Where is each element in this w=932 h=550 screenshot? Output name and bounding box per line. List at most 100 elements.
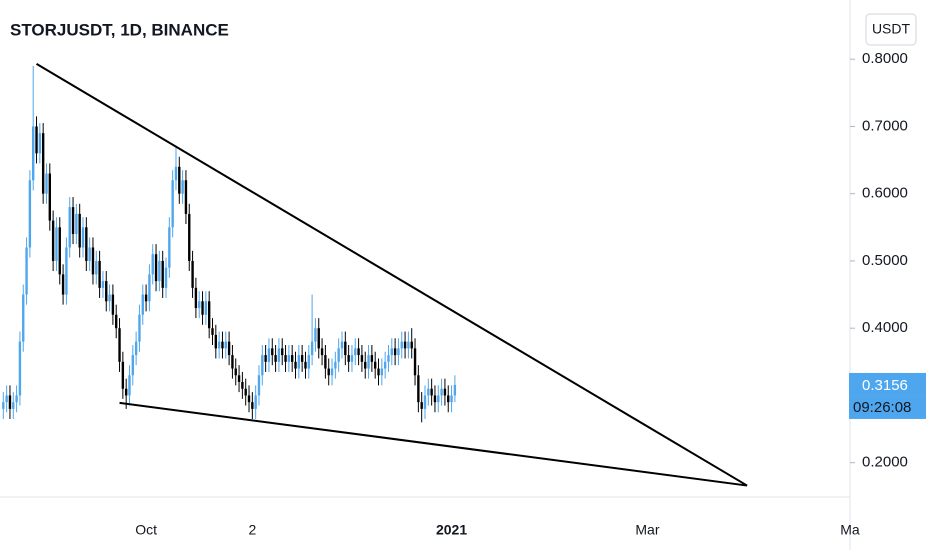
candle-body [154,254,158,282]
y-tick-label: 0.2000 [862,454,908,471]
candle-body [437,395,440,403]
candle-body [88,247,91,261]
candle-body [85,227,88,261]
candle-body [151,254,154,275]
candle-body [25,247,28,295]
candle-body [244,388,247,396]
chart-title: STORJUSDT, 1D, BINANCE [10,20,229,39]
candle-body [227,341,231,356]
currency-button[interactable] [865,13,917,46]
candle-body [383,361,387,369]
candle-body [327,368,330,376]
trendline [36,63,748,487]
candle-body [128,375,131,396]
candle-body [28,180,32,248]
candle-body [131,355,135,376]
candle-body [360,355,364,362]
candle-body [274,355,277,362]
candle-body [340,341,344,349]
last-price-box [849,372,926,397]
candle-body [121,361,125,389]
candle-body [184,180,188,214]
candle-body [198,301,201,309]
candle-body [364,361,367,369]
candle-body [207,301,211,329]
candle-body [377,368,380,376]
candle-body [32,126,35,181]
candle-body [453,384,457,396]
candle-body [5,395,8,403]
candle-body [287,355,291,362]
candle-body [417,375,420,403]
candle-body [178,166,181,194]
candle-body [231,355,234,369]
candle-body [181,180,184,194]
candle-body [413,348,417,376]
candle-body [317,328,320,349]
candle-body [433,395,437,403]
candle-body [234,368,237,376]
candle-body [427,388,430,396]
candle-body [324,355,327,369]
candle-body [35,126,38,154]
candle-body [174,166,178,181]
candle-body [390,348,393,356]
x-tick-label: Mar [635,522,659,538]
currency-label[interactable]: USDT [872,21,911,37]
candle-body [51,220,55,261]
candle-body [148,274,151,302]
candle-body [171,180,174,228]
candle-body [211,328,214,335]
candle-body [18,341,22,396]
candle-body [334,361,337,369]
candle-body [440,388,443,396]
candle-body [397,348,400,356]
candle-body [22,294,25,342]
candle-body [2,402,5,409]
candle-body [241,381,244,389]
candle-body [108,294,111,302]
candle-body [191,260,194,288]
candle-body [330,368,334,376]
candle-body [91,247,95,275]
candle-body [354,348,357,356]
candle-body [350,355,354,362]
candle-body [38,133,42,154]
x-tick-label: 2 [248,522,256,538]
candle-body [101,281,105,288]
candle-body [294,361,297,369]
candle-body [304,361,307,369]
candle-body [410,341,413,349]
y-tick-label: 0.8000 [862,50,908,67]
candle-body [237,375,241,382]
candle-body [12,402,15,409]
candle-body [344,341,347,356]
candle-body [8,395,12,409]
candle-body [158,260,161,282]
candle-body [407,341,410,349]
candle-body [124,388,128,396]
candle-body [115,314,118,329]
candle-body [447,395,450,403]
candle-body [95,260,98,275]
last-price-label: 0.3156 [862,377,908,394]
candle-body [201,301,204,315]
candle-body [161,260,164,288]
candle-body [357,348,360,356]
candle-body [224,341,227,349]
candle-body [387,355,390,362]
candle-body [257,375,261,396]
y-tick-label: 0.5000 [862,252,908,269]
candle-body [284,355,287,362]
candle-body [251,402,254,409]
candle-body [420,402,423,409]
candle-body [307,355,310,369]
candle-body [138,314,141,342]
x-tick-label: Oct [135,522,157,538]
candle-body [277,348,281,362]
candle-body [58,227,61,275]
x-tick-label: 2021 [436,522,467,538]
candle-body [68,207,71,248]
candle-body [61,274,65,295]
candle-body [41,133,45,194]
